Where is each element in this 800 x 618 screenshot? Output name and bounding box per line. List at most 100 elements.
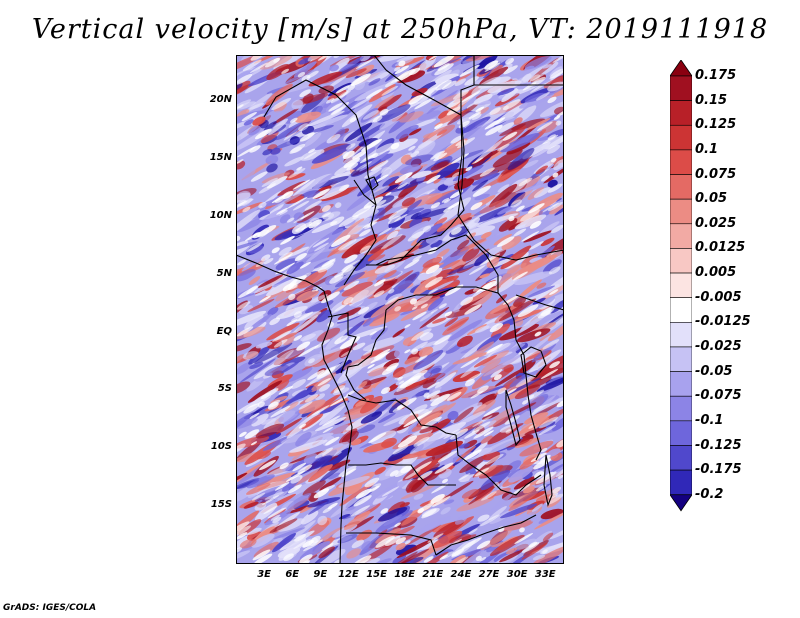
field-neutral-patch	[484, 60, 499, 70]
field-neutral-patch	[349, 117, 357, 123]
field-neutral-patch	[426, 174, 441, 184]
field-neutral-patch	[552, 172, 559, 178]
field-streak	[377, 106, 388, 112]
field-streak	[266, 322, 300, 341]
field-neutral-patch	[242, 206, 251, 213]
field-neutral-patch	[331, 234, 351, 247]
border-congo-drc	[345, 309, 387, 401]
field-neutral-patch	[472, 415, 493, 428]
lake-tanganyika	[505, 389, 521, 447]
field-streak	[361, 540, 372, 550]
field-streak	[540, 237, 555, 247]
field-neutral-patch	[317, 377, 331, 387]
field-neutral-patch	[288, 275, 307, 287]
field-neutral-patch	[288, 293, 296, 301]
field-streak	[314, 416, 347, 432]
colorbar-label: 0.125	[695, 117, 737, 133]
field-neutral-patch	[547, 202, 563, 212]
field-streak	[274, 119, 312, 141]
field-neutral-patch	[297, 464, 313, 474]
field-streak	[285, 173, 306, 181]
field-neutral-patch	[479, 556, 487, 562]
field-neutral-patch	[249, 145, 261, 153]
field-streak	[395, 542, 406, 551]
field-streak	[458, 549, 485, 564]
field-neutral-patch	[538, 416, 559, 429]
field-neutral-patch	[545, 493, 564, 505]
field-streak	[508, 488, 541, 512]
field-neutral-patch	[316, 366, 336, 379]
field-streak	[453, 406, 474, 424]
field-neutral-patch	[236, 521, 250, 534]
field-streak	[523, 486, 535, 494]
field-streak	[414, 207, 454, 220]
field-streak	[458, 443, 471, 449]
field-neutral-patch	[429, 394, 440, 402]
lon-label: 15E	[366, 569, 387, 580]
field-streak	[284, 366, 313, 383]
field-neutral-patch	[374, 174, 389, 183]
field-neutral-patch	[547, 183, 563, 193]
field-neutral-patch	[311, 287, 319, 292]
field-neutral-patch	[556, 439, 564, 448]
colorbar-label: 0.175	[695, 68, 737, 83]
field-neutral-patch	[272, 516, 282, 524]
field-streak	[247, 380, 283, 403]
field-streak	[246, 482, 271, 495]
field-streak	[302, 93, 314, 104]
field-streak	[519, 440, 554, 457]
field-neutral-patch	[236, 547, 243, 554]
lake-victoria	[520, 346, 547, 378]
field-streak	[428, 418, 452, 434]
field-neutral-patch	[351, 539, 364, 549]
field-streak	[502, 520, 534, 532]
field-streak	[473, 354, 498, 368]
field-streak	[493, 233, 513, 246]
field-neutral-patch	[477, 385, 489, 394]
field-neutral-patch	[464, 429, 480, 439]
field-neutral-patch	[518, 177, 533, 187]
field-neutral-patch	[464, 379, 475, 387]
field-neutral-patch	[413, 436, 430, 447]
border-drc-east	[497, 292, 542, 461]
field-neutral-patch	[356, 161, 372, 171]
field-streak	[309, 455, 333, 470]
field-neutral-patch	[279, 462, 289, 470]
lat-label: 15S	[210, 499, 232, 511]
field-neutral-patch	[394, 68, 416, 82]
colorbar-segment	[670, 272, 692, 298]
field-streak	[427, 297, 444, 311]
field-streak	[492, 149, 523, 168]
field-streak	[540, 508, 564, 520]
field-neutral-patch	[289, 117, 298, 123]
field-streak	[285, 520, 316, 545]
field-neutral-patch	[388, 289, 395, 294]
field-streak	[338, 56, 364, 73]
field-streak	[273, 135, 309, 150]
field-neutral-patch	[471, 113, 482, 120]
field-neutral-patch	[470, 202, 483, 211]
field-neutral-patch	[250, 441, 258, 446]
field-neutral-patch	[237, 259, 247, 266]
field-neutral-patch	[432, 495, 451, 507]
field-neutral-patch	[308, 148, 316, 154]
field-streak	[438, 246, 470, 269]
field-streak	[436, 248, 450, 259]
field-neutral-patch	[517, 304, 539, 318]
field-streak	[236, 343, 252, 352]
field-streak	[287, 246, 310, 257]
field-neutral-patch	[294, 252, 307, 262]
field-streak	[416, 175, 426, 183]
field-streak	[282, 334, 295, 346]
lon-label: 3E	[257, 569, 271, 580]
field-neutral-patch	[540, 368, 559, 379]
field-streak	[265, 83, 293, 106]
field-neutral-patch	[256, 396, 272, 405]
field-streak	[454, 178, 475, 190]
field-streak	[478, 464, 504, 479]
field-neutral-patch	[548, 266, 561, 275]
field-neutral-patch	[278, 385, 293, 395]
field-streak	[327, 459, 351, 471]
lon-label: 12E	[338, 569, 359, 580]
field-streak	[542, 259, 562, 274]
